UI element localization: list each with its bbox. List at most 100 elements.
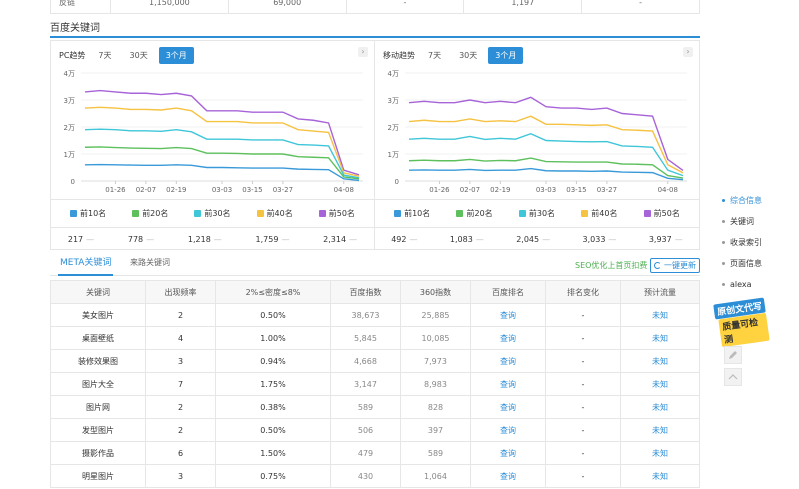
cell-360-index: 397: [400, 418, 471, 442]
cell-frequency: 2: [145, 418, 216, 442]
series-line: [408, 157, 684, 179]
cell-baidu-rank-query[interactable]: 查询: [470, 349, 546, 373]
series-line: [408, 115, 684, 174]
y-tick-label: 2万: [64, 124, 75, 132]
chevron-right-icon[interactable]: ›: [358, 47, 368, 57]
legend-item-top40[interactable]: 前40名: [256, 208, 293, 219]
y-tick-label: 3万: [64, 97, 75, 105]
legend-item-top40[interactable]: 前40名: [581, 208, 617, 219]
cell-baidu-rank-query[interactable]: 查询: [470, 303, 546, 327]
cell-baidu-rank-query[interactable]: 查询: [470, 441, 546, 465]
chevron-up-icon[interactable]: [724, 368, 742, 386]
col-baidu-rank: 百度排名: [470, 280, 546, 304]
col-rank-change: 排名变化: [545, 280, 621, 304]
cell-est-traffic[interactable]: 未知: [620, 418, 700, 442]
cell-est-traffic[interactable]: 未知: [620, 441, 700, 465]
cell-rank-change: -: [545, 441, 621, 465]
cell-frequency: 2: [145, 395, 216, 419]
series-line: [84, 106, 360, 177]
cell-density: 0.94%: [215, 349, 331, 373]
mobile-tab-3m[interactable]: 3个月: [488, 47, 524, 64]
tab-meta-keywords[interactable]: META关键词: [58, 254, 114, 276]
cell-keyword: 图片大全: [50, 372, 146, 396]
row-value: -: [347, 0, 465, 13]
cell-frequency: 6: [145, 441, 216, 465]
col-est-traffic: 预计流量: [620, 280, 700, 304]
pc-trend-title: PC趋势: [59, 51, 86, 60]
row-label: 反链: [51, 0, 111, 13]
series-line: [84, 89, 360, 176]
cell-baidu-rank-query[interactable]: 查询: [470, 372, 546, 396]
refresh-button[interactable]: 一键更新: [650, 258, 700, 273]
table-row: 摄影作品 6 1.50% 479 589 查询 - 未知: [50, 441, 700, 465]
series-line: [408, 96, 684, 172]
legend-item-top10[interactable]: 前10名: [394, 208, 430, 219]
pc-tab-3m[interactable]: 3个月: [158, 47, 194, 64]
mobile-legend: 前10名 前20名 前30名 前40名 前50名: [375, 199, 699, 227]
promo-badge[interactable]: 原创文代写 质量可检测: [712, 297, 770, 348]
cell-rank-change: -: [545, 349, 621, 373]
x-tick-label: 03-15: [566, 186, 586, 194]
series-line: [408, 132, 684, 177]
mobile-value: 3,937—: [648, 235, 683, 244]
cell-density: 0.50%: [215, 303, 331, 327]
mobile-tab-30d[interactable]: 30天: [459, 51, 478, 60]
cell-density: 1.50%: [215, 441, 331, 465]
cell-est-traffic[interactable]: 未知: [620, 395, 700, 419]
side-nav-overview[interactable]: 综合信息: [722, 190, 762, 211]
legend-item-top50[interactable]: 前50名: [643, 208, 680, 219]
legend-item-top20[interactable]: 前20名: [132, 208, 168, 219]
x-tick-label: 03-15: [242, 186, 262, 194]
legend-item-top20[interactable]: 前20名: [456, 208, 493, 219]
mobile-tab-7d[interactable]: 7天: [428, 51, 442, 60]
pencil-icon[interactable]: [724, 346, 742, 364]
cell-frequency: 2: [145, 303, 216, 327]
cell-360-index: 1,064: [400, 464, 471, 488]
cell-baidu-rank-query[interactable]: 查询: [470, 464, 546, 488]
cell-baidu-rank-query[interactable]: 查询: [470, 326, 546, 350]
side-nav: 综合信息 关键词 收录索引 页面信息 alexa: [722, 190, 762, 295]
cell-est-traffic[interactable]: 未知: [620, 326, 700, 350]
cell-frequency: 3: [145, 349, 216, 373]
cell-baidu-rank-query[interactable]: 查询: [470, 395, 546, 419]
seo-promo-link[interactable]: SEO优化上首页扣费: [575, 261, 648, 270]
legend-item-top50[interactable]: 前50名: [318, 208, 355, 219]
side-nav-keywords[interactable]: 关键词: [722, 211, 762, 232]
pc-tab-7d[interactable]: 7天: [98, 51, 112, 60]
pc-tab-30d[interactable]: 30天: [129, 51, 148, 60]
chevron-right-icon[interactable]: ›: [683, 47, 693, 57]
mobile-value: 3,033—: [582, 235, 617, 244]
legend-item-top10[interactable]: 前10名: [70, 208, 106, 219]
table-row: 装修效果图 3 0.94% 4,668 7,973 查询 - 未知: [50, 349, 700, 373]
mobile-value: 492—: [391, 235, 418, 244]
cell-est-traffic[interactable]: 未知: [620, 372, 700, 396]
pc-trend-header: PC趋势 7天 30天 3个月: [59, 47, 198, 64]
y-tick-label: 1万: [64, 151, 75, 159]
legend-item-top30[interactable]: 前30名: [518, 208, 555, 219]
x-tick-label: 02-07: [460, 186, 480, 194]
series-line: [84, 128, 360, 179]
cell-frequency: 3: [145, 464, 216, 488]
side-nav-index[interactable]: 收录索引: [722, 232, 762, 253]
cell-est-traffic[interactable]: 未知: [620, 464, 700, 488]
tab-referral-keywords[interactable]: 来路关键词: [130, 258, 170, 267]
y-tick-label: 0: [71, 178, 75, 186]
pc-value: 778—: [127, 235, 155, 244]
side-nav-page-info[interactable]: 页面信息: [722, 253, 762, 274]
cell-est-traffic[interactable]: 未知: [620, 349, 700, 373]
cell-baidu-rank-query[interactable]: 查询: [470, 418, 546, 442]
cell-360-index: 25,885: [400, 303, 471, 327]
mobile-values: 492— 1,083— 2,045— 3,033— 3,937—: [375, 227, 699, 251]
x-tick-label: 02-19: [490, 186, 510, 194]
cell-est-traffic[interactable]: 未知: [620, 303, 700, 327]
pc-value: 1,759—: [255, 235, 290, 244]
pc-trend-panel: PC趋势 7天 30天 3个月 › 4万 3万 2万 1万 0 01-26 02-07 02-…: [50, 40, 375, 250]
mobile-trend-chart: 4万 3万 2万 1万 0 01-26 02-07 02-19 03-03 03-15 03-27 0…: [388, 70, 687, 194]
legend-item-top30[interactable]: 前30名: [194, 208, 231, 219]
cell-rank-change: -: [545, 372, 621, 396]
x-tick-label: 03-27: [597, 186, 617, 194]
side-nav-alexa[interactable]: alexa: [722, 274, 762, 295]
series-line: [84, 146, 360, 180]
keyword-table: 关键词 出现频率 2%≤密度≤8% 百度指数 360指数 百度排名 排名变化 预…: [50, 280, 700, 488]
cell-rank-change: -: [545, 303, 621, 327]
